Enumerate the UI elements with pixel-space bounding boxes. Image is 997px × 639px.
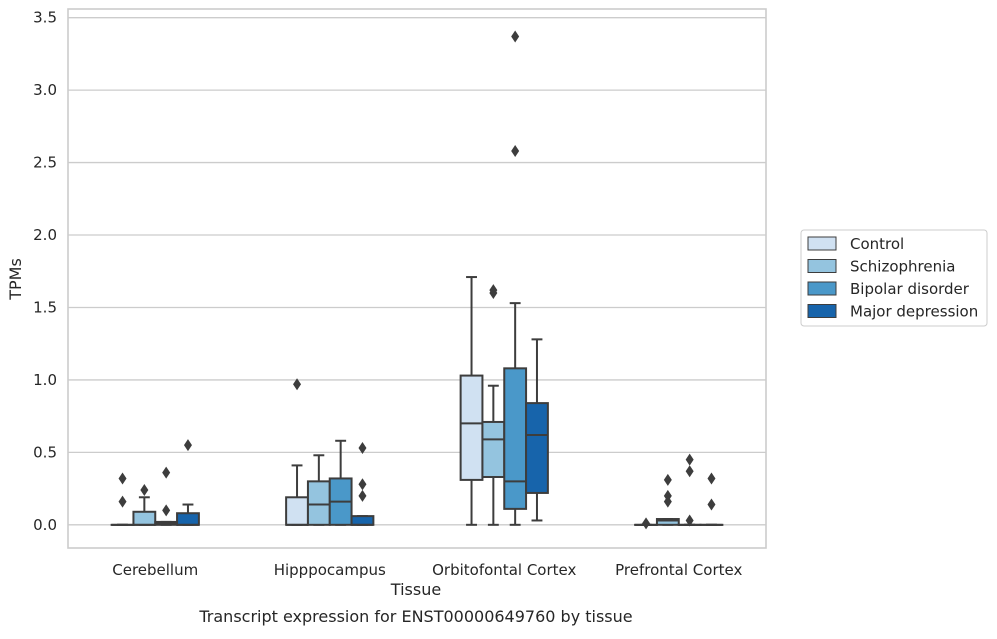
box-body (133, 512, 155, 525)
x-tick-label: Prefrontal Cortex (615, 561, 742, 579)
x-axis-label: Tissue (390, 580, 441, 599)
y-tick-labels: 0.0 0.5 1.0 1.5 2.0 2.5 3.0 3.5 (33, 9, 57, 534)
x-tick-label: Cerebellum (112, 561, 198, 579)
legend-label: Bipolar disorder (850, 280, 970, 298)
outlier-point (140, 484, 148, 496)
box-schizophrenia (133, 484, 155, 525)
outlier-point (707, 499, 715, 511)
legend-swatch (808, 260, 836, 273)
chart-caption: Transcript expression for ENST0000064976… (198, 607, 632, 626)
box-layer (112, 31, 723, 530)
y-tick-label: 1.5 (33, 298, 57, 316)
box-body (177, 513, 199, 525)
legend-swatch (808, 237, 836, 250)
y-tick-label: 2.5 (33, 154, 57, 172)
outlier-point (686, 465, 694, 477)
y-tick-label: 1.0 (33, 371, 57, 389)
outlier-point (358, 490, 366, 502)
outlier-point (511, 145, 519, 157)
box-body (482, 422, 504, 477)
legend-label: Major depression (850, 303, 978, 321)
outlier-point (642, 517, 650, 529)
legend-swatch (808, 282, 836, 295)
box-major-depression (352, 442, 374, 525)
box-control (286, 378, 308, 525)
box-body (526, 403, 548, 493)
box-schizophrenia (308, 455, 330, 525)
outlier-point (511, 31, 519, 43)
box-bipolar-disorder (330, 441, 352, 525)
outlier-point (664, 474, 672, 486)
box-body (308, 481, 330, 524)
box-body (461, 376, 483, 480)
legend-swatch (808, 305, 836, 318)
gridlines (68, 18, 766, 525)
outlier-point (119, 496, 127, 508)
outlier-point (119, 472, 127, 484)
y-tick-label: 2.0 (33, 226, 57, 244)
y-tick-label: 3.5 (33, 9, 57, 27)
box-body (504, 368, 526, 509)
legend-label: Schizophrenia (850, 258, 955, 276)
box-control (461, 277, 483, 525)
x-tick-labels: Cerebellum Hipppocampus Orbitofontal Corte… (112, 561, 742, 579)
outlier-point (184, 439, 192, 451)
box-bipolar-disorder (155, 467, 177, 525)
outlier-point (707, 472, 715, 484)
y-tick-label: 0.5 (33, 443, 57, 461)
box-bipolar-disorder (679, 454, 701, 527)
legend: Control Schizophrenia Bipolar disorder Majo… (801, 230, 987, 326)
outlier-point (686, 454, 694, 466)
box-schizophrenia (657, 474, 679, 525)
outlier-point (358, 478, 366, 490)
box-control (112, 472, 134, 524)
box-schizophrenia (482, 284, 504, 525)
x-tick-label: Orbitofontal Cortex (432, 561, 576, 579)
outlier-point (162, 467, 170, 479)
legend-label: Control (850, 235, 904, 253)
box-major-depression (701, 472, 723, 524)
box-major-depression (526, 339, 548, 520)
box-bipolar-disorder (504, 31, 526, 525)
box-control (635, 517, 657, 529)
y-axis-label: TPMs (6, 258, 25, 301)
box-body (352, 516, 374, 525)
x-tick-label: Hipppocampus (274, 561, 386, 579)
outlier-point (162, 504, 170, 516)
box-body (286, 497, 308, 525)
y-tick-label: 0.0 (33, 516, 57, 534)
y-tick-label: 3.0 (33, 81, 57, 99)
